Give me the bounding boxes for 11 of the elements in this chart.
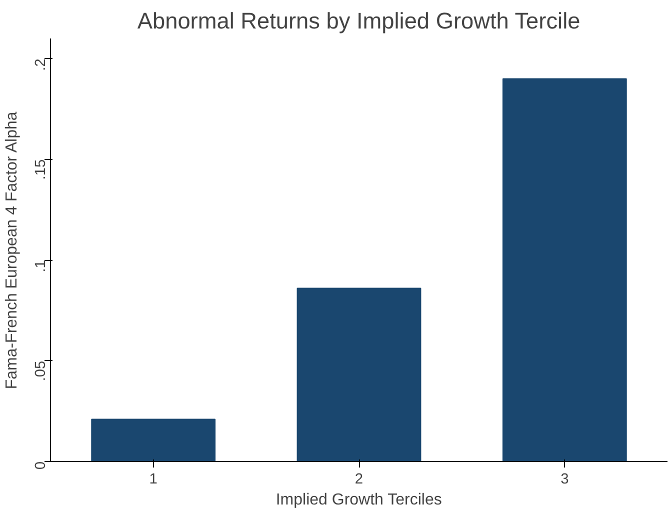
x-tick-label: 3 — [560, 472, 569, 488]
x-tick-label: 1 — [149, 472, 158, 488]
y-tick-label: .2 — [33, 58, 49, 71]
y-tick-label: .05 — [33, 360, 49, 382]
chart-title: Abnormal Returns by Implied Growth Tercile — [137, 8, 580, 34]
x-tick-label: 2 — [354, 472, 364, 488]
y-tick-label: .15 — [33, 159, 49, 180]
y-tick-label: 0 — [33, 461, 49, 470]
y-tick-label: .1 — [33, 260, 49, 272]
y-axis-title: Fama-French European 4 Factor Alpha — [4, 112, 20, 390]
x-axis-title: Implied Growth Terciles — [276, 492, 442, 508]
